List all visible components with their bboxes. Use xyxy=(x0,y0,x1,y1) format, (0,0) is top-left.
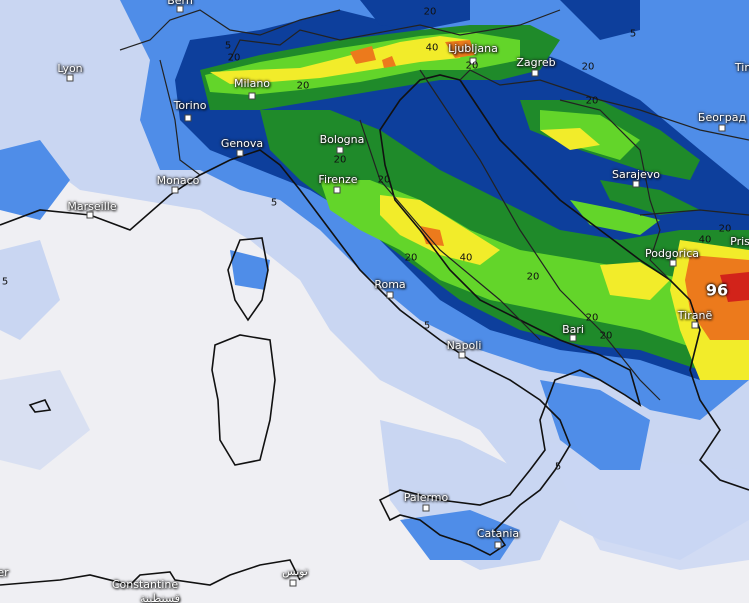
city-label: Београд xyxy=(697,111,747,124)
contour-label: 20 xyxy=(526,271,540,283)
contour-label: 20 xyxy=(404,252,418,264)
city-label: Monaco xyxy=(156,174,200,187)
contour-label: 20 xyxy=(585,312,599,324)
city-label: Catania xyxy=(476,527,520,540)
city-marker xyxy=(66,74,74,82)
contour-label: 20 xyxy=(718,223,732,235)
city-label: Tiranë xyxy=(677,309,713,322)
contour-label: 20 xyxy=(581,61,595,73)
city-label: Bari xyxy=(562,323,584,336)
contour-label: 40 xyxy=(425,42,439,54)
contour-label: 20 xyxy=(423,6,437,18)
city-marker xyxy=(184,114,192,122)
city-marker xyxy=(86,211,94,219)
city-label: قسنطينة xyxy=(140,592,180,603)
city-marker xyxy=(718,124,726,132)
city-marker xyxy=(691,321,699,329)
city-label: تونس xyxy=(282,565,308,578)
city-label: Tim xyxy=(734,61,749,74)
city-marker xyxy=(669,259,677,267)
city-label: Bern xyxy=(167,0,193,7)
city-label: er xyxy=(0,566,9,579)
contour-label: 5 xyxy=(224,40,232,52)
city-label: Firenze xyxy=(318,173,358,186)
city-label: Palermo xyxy=(403,491,449,504)
city-label: Sarajevo xyxy=(611,168,661,181)
max-value-label: 96 xyxy=(705,280,729,300)
contour-label: 40 xyxy=(459,252,473,264)
city-label: Torino xyxy=(173,99,207,112)
city-marker xyxy=(494,541,502,549)
contour-label: 20 xyxy=(377,174,391,186)
contour-label: 20 xyxy=(227,52,241,64)
city-label: Constantine xyxy=(111,578,179,591)
coastlines xyxy=(0,74,749,586)
city-label: Genova xyxy=(220,137,264,150)
city-marker xyxy=(632,180,640,188)
city-marker xyxy=(469,57,477,65)
city-label: Pris xyxy=(730,235,749,248)
city-marker xyxy=(248,92,256,100)
contour-label: 5 xyxy=(1,276,9,288)
borders xyxy=(119,9,749,401)
contour-label: 20 xyxy=(333,154,347,166)
city-label: Ljubljana xyxy=(448,42,498,55)
city-marker xyxy=(531,69,539,77)
city-marker xyxy=(336,146,344,154)
city-label: Roma xyxy=(374,278,406,291)
contour-label: 5 xyxy=(423,320,431,332)
city-label: Milano xyxy=(233,77,271,90)
contour-label: 20 xyxy=(599,330,613,342)
city-marker xyxy=(289,579,297,587)
contour-label: 5 xyxy=(629,28,637,40)
city-marker xyxy=(171,186,179,194)
contour-label: 40 xyxy=(698,234,712,246)
city-label: Bologna xyxy=(319,133,365,146)
city-marker xyxy=(458,351,466,359)
city-marker xyxy=(176,5,184,13)
city-label: Marseille xyxy=(67,200,117,213)
contour-label: 20 xyxy=(465,60,479,72)
city-marker xyxy=(386,291,394,299)
city-label: Zagreb xyxy=(516,56,556,69)
city-label: Lyon xyxy=(57,62,83,75)
contour-label: 5 xyxy=(270,197,278,209)
city-label: Podgorica xyxy=(644,247,700,260)
contour-label: 20 xyxy=(585,95,599,107)
city-marker xyxy=(333,186,341,194)
red-field xyxy=(720,272,749,302)
contour-label: 20 xyxy=(296,80,310,92)
city-label: Napoli xyxy=(446,339,482,352)
contour-label: 5 xyxy=(554,461,562,473)
city-marker xyxy=(422,504,430,512)
city-marker xyxy=(236,149,244,157)
city-marker xyxy=(569,334,577,342)
